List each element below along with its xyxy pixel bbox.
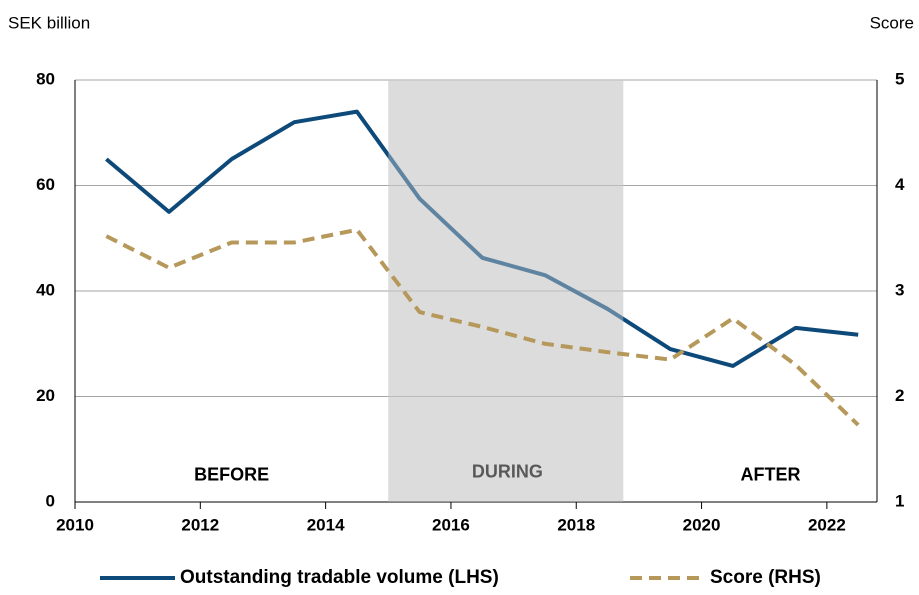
y-axis-label: SEK billion [8,13,90,32]
y-tick-label: 40 [36,280,55,299]
y2-tick-label: 2 [895,386,904,405]
x-tick-label: 2014 [307,515,345,534]
x-tick-label: 2020 [683,515,721,534]
x-tick-label: 2022 [808,515,846,534]
y2-tick-label: 5 [895,69,904,88]
x-tick-label: 2010 [56,515,94,534]
annotation: AFTER [740,464,800,484]
annotation: BEFORE [194,464,269,484]
series-line [105,227,860,427]
y2-tick-label: 4 [895,175,905,194]
x-tick-label: 2016 [432,515,470,534]
y-tick-label: 0 [46,491,55,510]
y-tick-label: 60 [36,175,55,194]
y2-axis-label: Score [870,13,914,32]
annotation: DURING [472,462,543,482]
series-line [105,109,859,368]
x-tick-label: 2012 [181,515,219,534]
y-tick-label: 80 [36,69,55,88]
legend-label: Score (RHS) [710,567,821,588]
legend-label: Outstanding tradable volume (LHS) [180,567,499,588]
y2-tick-label: 1 [895,491,904,510]
y-tick-label: 20 [36,386,55,405]
x-tick-label: 2018 [557,515,595,534]
shaded-overlay [388,80,624,502]
y2-tick-label: 3 [895,280,904,299]
